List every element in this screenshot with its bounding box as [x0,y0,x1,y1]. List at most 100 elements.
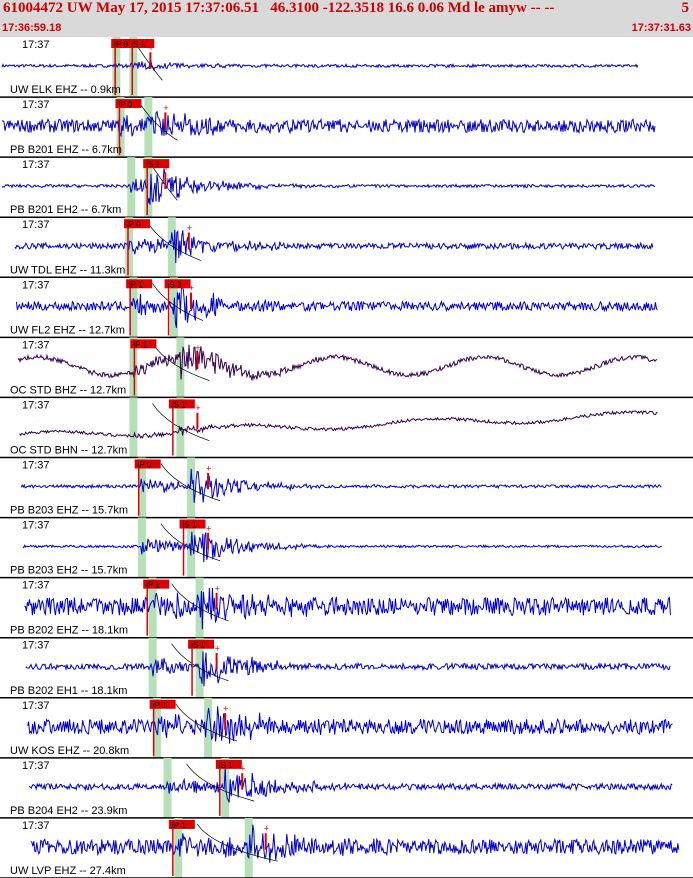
pick-flag[interactable] [130,339,157,349]
amplitude-plus: + [206,523,211,533]
p-window [129,397,138,458]
waveform-trace [24,587,671,630]
trace-time-tag: 17:37 [22,460,50,472]
pick-flag[interactable] [143,159,170,169]
pick-label: iP 1 [146,581,160,590]
waveform-trace [19,410,658,439]
trace-row: iP 0 iS 1 +17:37 UW ELK EHZ -- 0.9km [0,37,693,98]
trace-time-tag: 17:37 [22,700,50,712]
p-window [137,457,146,518]
pick-label: iS 1 [172,400,186,409]
event-title: 61004472 UW May 17, 2015 17:37:06.51 46.… [3,0,555,16]
waveform-trace [15,285,658,328]
trace-row: iS 1 +17:37 OC STD BHN -- 12.7km [0,397,693,459]
trace-label: OC STD BHN -- 12.7km [10,445,127,457]
p-window [112,37,121,98]
trace-time-tag: 17:37 [22,219,50,231]
pick-flag[interactable] [124,219,150,229]
trace-time-tag: 17:37 [22,640,50,652]
predicted-arrival-curve [160,463,221,502]
pick-label: iP 1 [133,340,147,349]
window-end-time: 17:37:31.63 [631,22,691,34]
pick-label: iP 1 [172,821,186,830]
pick-flag[interactable] [111,39,138,48]
header-right-mark: 5 [681,0,690,16]
p-window [116,97,125,158]
s-window [176,397,185,458]
pick-flag[interactable] [215,759,242,769]
predicted-arrival-curve [147,223,201,261]
trace-label: PB B202 EH1 -- 18.1km [10,685,127,697]
waveform-trace [14,229,654,264]
window-start-time: 17:36:59.18 [2,22,62,34]
pick-label: iP 0 [114,40,128,49]
trace-time-tag: 17:37 [22,339,50,351]
waveform-trace [29,767,673,803]
pick-flag[interactable] [188,639,215,649]
pick-flag[interactable] [168,399,195,409]
trace-row: iS 1 +17:37 PB B203 EH2 -- 15.7km [0,517,693,579]
amplitude-plus: + [264,824,269,834]
pick-label: iS 1 [183,521,197,530]
predicted-arrival-curve [139,102,178,141]
pick-flag[interactable] [128,39,155,48]
waveform-trace [17,344,658,381]
pick-flag[interactable] [179,519,206,529]
trace-label: PB B203 EH2 -- 15.7km [10,565,127,577]
waveform-trace [1,60,639,72]
trace-row: iP 1 iS 3 +17:37 UW FL2 EHZ -- 12.7km [0,277,693,339]
trace-label: PB B201 EHZ -- 6.7km [10,144,122,156]
predicted-arrival-curve [186,763,255,802]
predicted-arrival-curve [152,283,204,321]
amplitude-plus: + [195,343,200,353]
waveform-trace [27,706,673,744]
trace-time-tag: 17:37 [22,760,50,772]
event-header: 61004472 UW May 17, 2015 17:37:06.51 46.… [0,0,693,37]
trace-label: PB B203 EHZ -- 15.7km [10,505,128,517]
trace-row: iS 1 +17:37 PB B202 EH1 -- 18.1km [0,637,693,699]
s-window [187,457,196,518]
waveform-trace [22,531,662,563]
trace-label: PB B202 EHZ -- 18.1km [10,625,128,637]
pick-label: iS 1 [219,761,233,770]
pick-flag[interactable] [164,279,191,289]
predicted-arrival-curve [175,703,238,742]
waveform-trace [30,824,680,863]
predicted-arrival-curve [171,643,229,682]
pick-flag[interactable] [168,819,195,829]
amplitude-plus: + [215,644,220,654]
pick-flag[interactable] [143,579,170,589]
pick-label: iP 0 [138,461,152,470]
trace-row: iP 1 +17:37 PB B202 EHZ -- 18.1km [0,577,693,639]
trace-row: iS 1 +17:37 PB B201 EH2 -- 6.7km [0,157,693,218]
pick-label: iP 0 [127,220,141,229]
trace-time-tag: 17:37 [22,159,50,171]
trace-row: iP 1 +17:37 UW LVP EHZ -- 27.4km [0,817,693,878]
waveform-trace [25,651,671,687]
trace-label: OC STD BHZ -- 12.7km [10,384,126,396]
pick-flag[interactable] [126,279,153,289]
trace-label: UW TDL EHZ -- 11.3km [10,264,125,276]
amplitude-plus: + [195,403,200,413]
pick-label: iP 0 [118,100,132,109]
pick-flag[interactable] [115,99,142,109]
pick-label: iP 1 [129,280,143,289]
trace-label: UW LVP EHZ -- 27.4km [10,865,126,877]
pick-flag[interactable] [149,699,176,709]
s-window [144,157,153,218]
pick-label: iS 1 [146,160,160,169]
trace-row: iS 1 +17:37 PB B204 EH2 -- 23.9km [0,757,693,819]
trace-time-tag: 17:37 [22,99,50,111]
p-window [129,277,138,338]
s-window [195,637,204,698]
amplitude-plus: + [148,43,153,53]
trace-row: iP 1 +17:37 OC STD BHZ -- 12.7km [0,337,693,399]
amplitude-plus: + [189,283,194,293]
pick-flag[interactable] [134,459,161,469]
waveform-trace [1,168,656,205]
s-window [167,217,176,278]
trace-label: UW KOS EHZ -- 20.8km [10,745,129,757]
amplitude-plus: + [163,103,168,113]
p-window [163,757,172,818]
